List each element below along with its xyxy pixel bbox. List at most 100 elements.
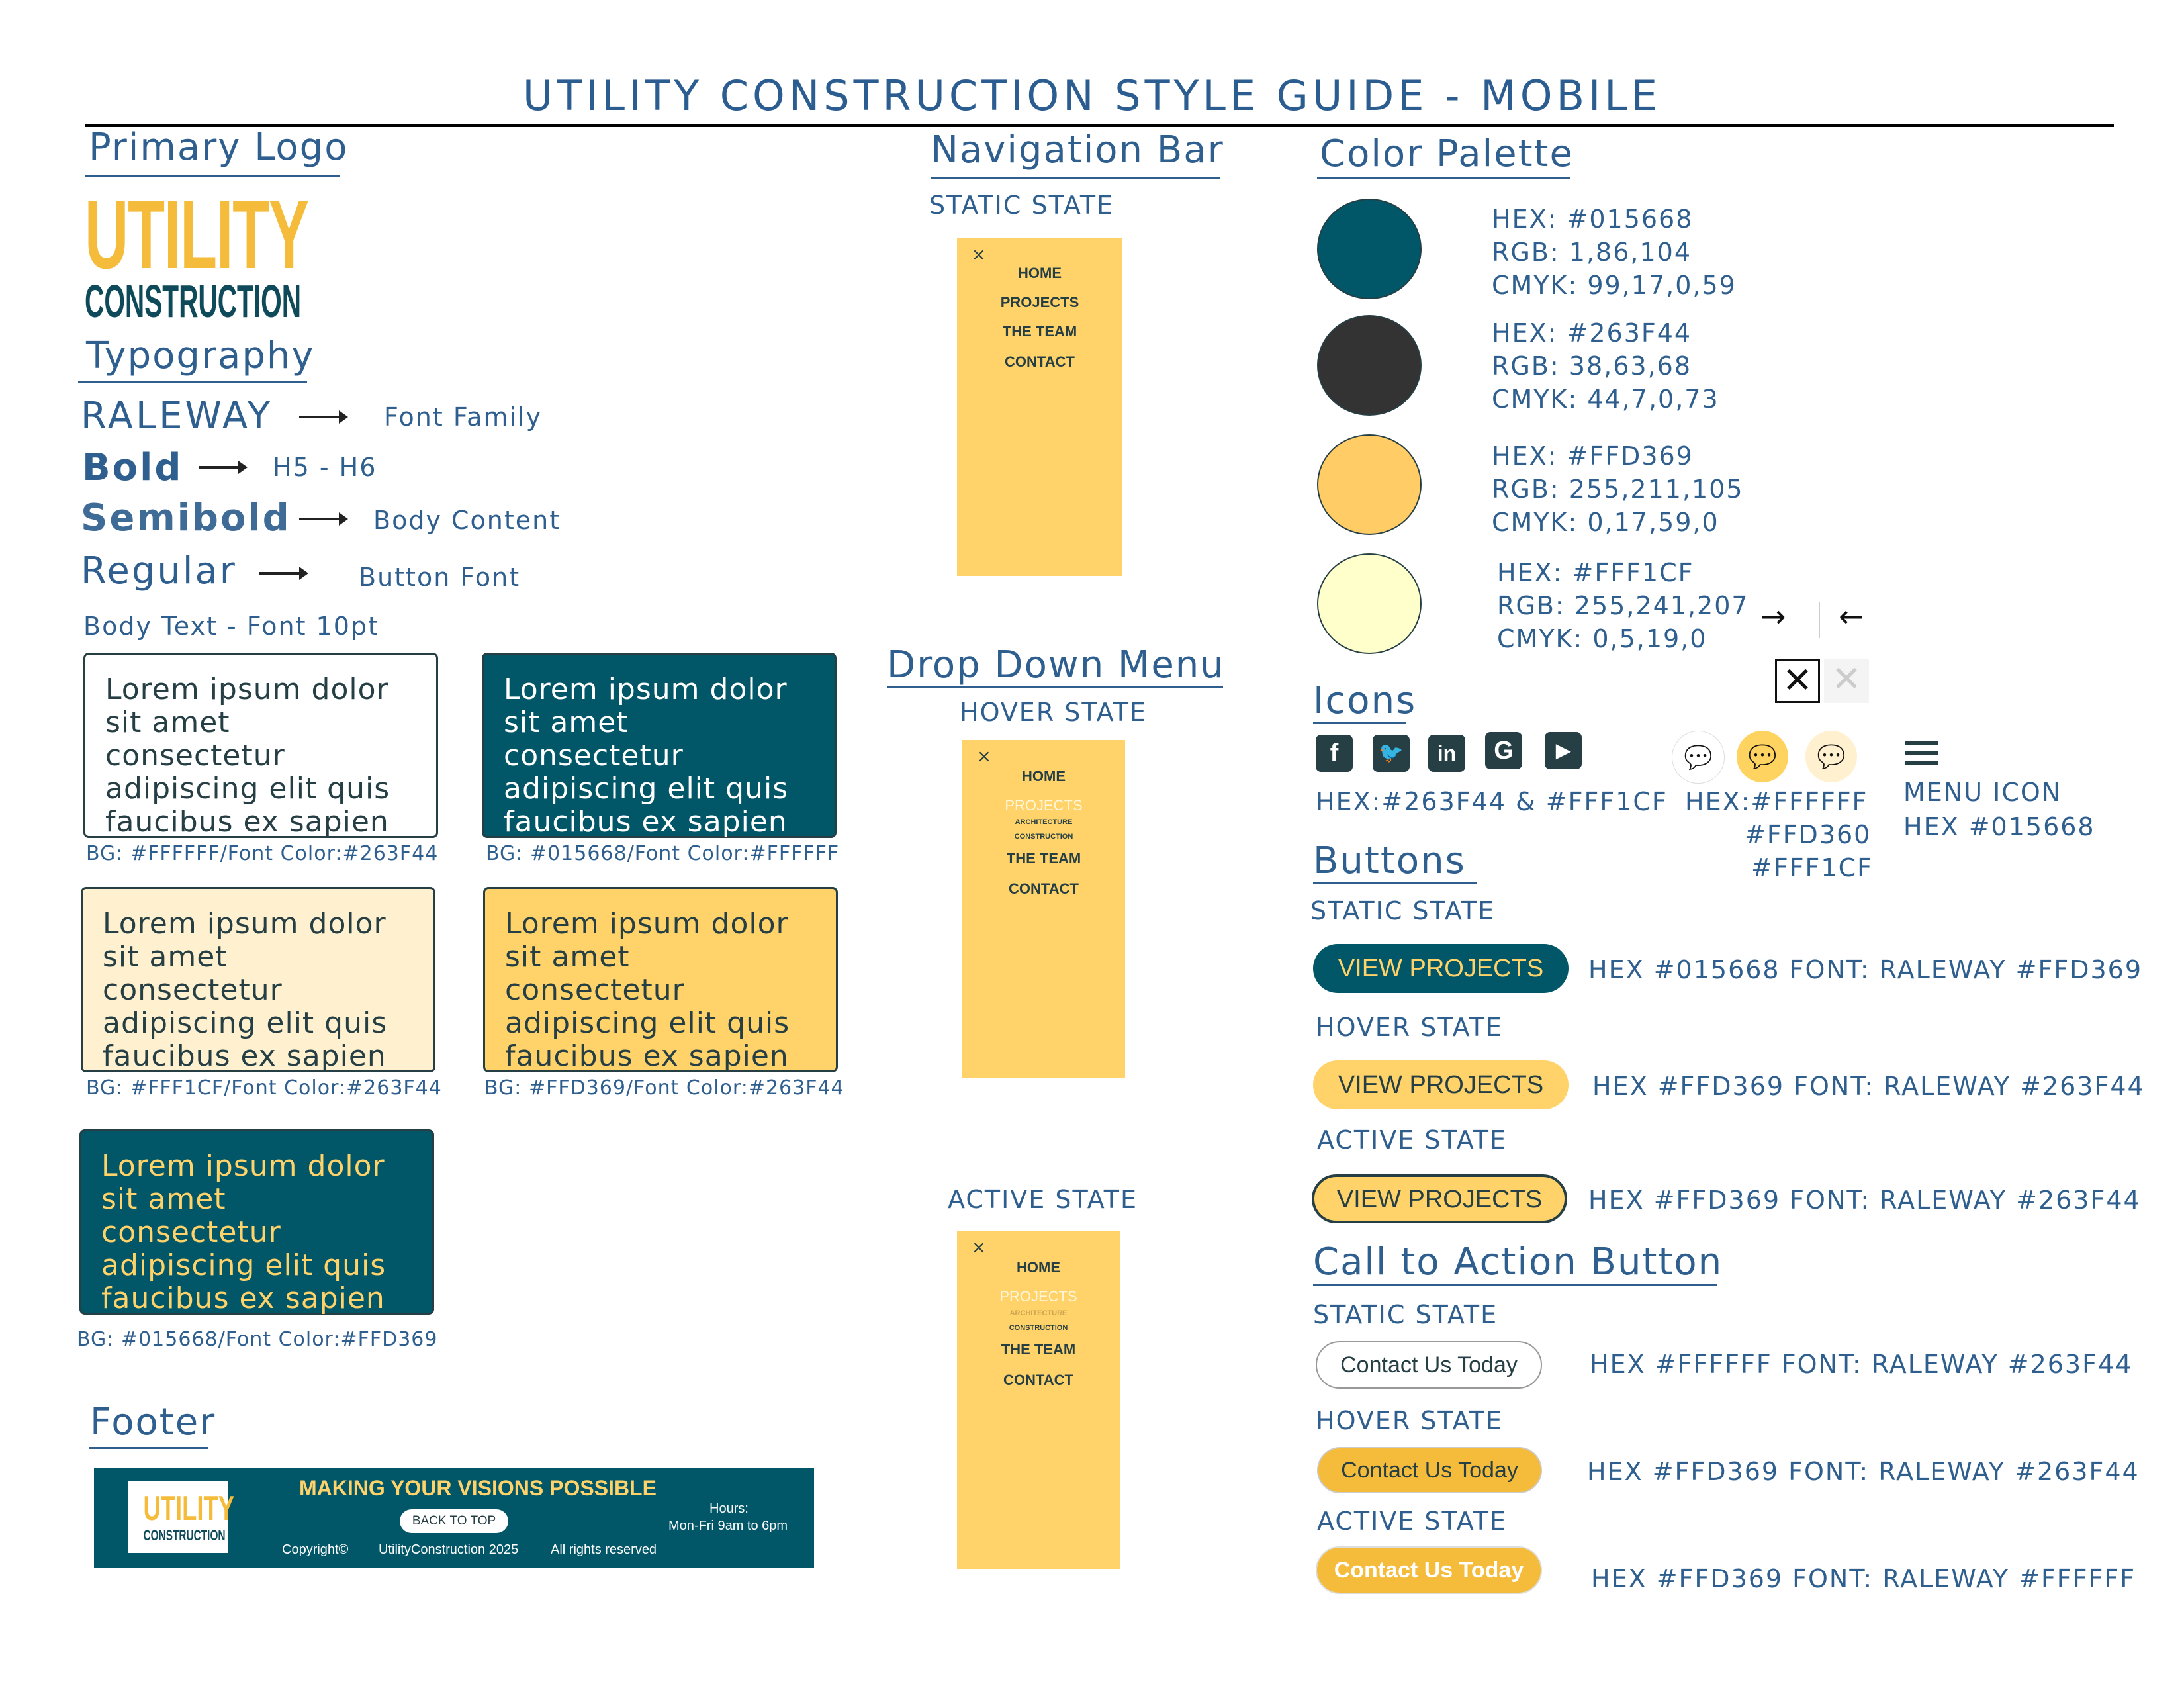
dropdown-hover-label: HOVER STATE	[960, 698, 1147, 727]
section-rule	[1313, 882, 1477, 884]
button-static-label: STATIC STATE	[1310, 896, 1496, 925]
sample-caption: BG: #015668/Font Color:#FFFFFF	[486, 842, 840, 865]
section-footer: Footer	[90, 1401, 216, 1444]
sample-box-cream: Lorem ipsum dolor sit amet consectetur a…	[81, 887, 435, 1073]
chat-caption-1: HEX:#FFFFFF	[1685, 787, 1868, 816]
primary-logo: UTILITY CONSTRUCTION	[85, 180, 458, 327]
footer-slogan: MAKING YOUR VISIONS POSSIBLE	[299, 1476, 657, 1500]
footer-hours-label: Hours:	[709, 1501, 749, 1516]
submenu-architecture[interactable]: ARCHITECTURE	[1009, 1309, 1068, 1317]
submenu-construction[interactable]: CONSTRUCTION	[1014, 833, 1073, 841]
arrow-icon	[199, 461, 248, 474]
view-projects-button-static[interactable]: VIEW PROJECTS	[1313, 944, 1569, 993]
button-active-label: ACTIVE STATE	[1317, 1125, 1508, 1154]
contact-us-button-static[interactable]: Contact Us Today	[1316, 1341, 1542, 1389]
arrow-left-icon[interactable]: ←	[1839, 598, 1864, 634]
button-hover-desc: HEX #FFD369 FONT: RALEWAY #263F44	[1592, 1072, 2145, 1101]
menu-item-contact[interactable]: CONTACT	[1009, 880, 1079, 897]
dropdown-active-menu: × HOME PROJECTS ARCHITECTURE CONSTRUCTIO…	[957, 1231, 1120, 1569]
color-swatch-yellow	[1317, 434, 1422, 535]
menu-item-team[interactable]: THE TEAM	[1002, 323, 1077, 340]
facebook-icon[interactable]: f	[1316, 735, 1353, 772]
button-font-label: Button Font	[359, 563, 521, 592]
footer-logo-construction: CONSTRUCTION	[143, 1527, 226, 1544]
footer-copyright: Copyright©	[282, 1542, 349, 1557]
color-cmyk: CMYK: 44,7,0,73	[1492, 385, 1719, 414]
menu-item-team[interactable]: THE TEAM	[1001, 1341, 1076, 1358]
section-rule	[931, 177, 1220, 179]
linkedin-icon[interactable]: in	[1428, 735, 1465, 772]
color-swatch-dark	[1317, 315, 1422, 416]
color-swatch-cream	[1317, 553, 1422, 654]
close-icon[interactable]: ✕	[1775, 659, 1820, 703]
menu-item-projects[interactable]: PROJECTS	[1000, 294, 1079, 310]
close-icon[interactable]: ×	[972, 245, 986, 265]
view-projects-button-active[interactable]: VIEW PROJECTS	[1312, 1174, 1567, 1223]
twitter-icon[interactable]: 🐦	[1373, 735, 1410, 772]
button-active-desc: HEX #FFD369 FONT: RALEWAY #263F44	[1588, 1186, 2141, 1215]
footer-rights: All rights reserved	[551, 1542, 657, 1557]
menu-item-team[interactable]: THE TEAM	[1006, 850, 1081, 867]
back-to-top-button[interactable]: BACK TO TOP	[400, 1509, 508, 1533]
footer-preview: UTILITY CONSTRUCTION MAKING YOUR VISIONS…	[94, 1468, 814, 1568]
close-icon[interactable]: ×	[977, 747, 991, 767]
chat-caption-3: #FFF1CF	[1751, 853, 1873, 882]
button-static-desc: HEX #015668 FONT: RALEWAY #FFD369	[1588, 955, 2143, 984]
section-rule	[78, 381, 307, 383]
menu-icon-caption: MENU ICON	[1903, 778, 2062, 807]
chat-icon-yellow[interactable]: 💬︎	[1737, 731, 1788, 782]
menu-item-home[interactable]: HOME	[1018, 265, 1062, 281]
h5-h6-label: H5 - H6	[273, 453, 377, 482]
google-icon[interactable]: G	[1485, 732, 1522, 769]
sample-box-teal-yellow: Lorem ipsum dolor sit amet consectetur a…	[79, 1129, 434, 1315]
cta-static-label: STATIC STATE	[1313, 1300, 1498, 1329]
footer-company: UtilityConstruction 2025	[379, 1542, 519, 1557]
section-call-to-action: Call to Action Button	[1313, 1241, 1723, 1284]
section-rule	[85, 175, 340, 177]
menu-item-contact[interactable]: CONTACT	[1005, 353, 1075, 370]
logo-utility: UTILITY	[85, 180, 309, 289]
menu-item-home[interactable]: HOME	[1022, 768, 1066, 784]
menu-item-home[interactable]: HOME	[1017, 1259, 1060, 1276]
footer-logo: UTILITY CONSTRUCTION	[128, 1481, 234, 1553]
color-hex: HEX: #FFD369	[1492, 442, 1694, 471]
close-icon[interactable]: ×	[972, 1238, 986, 1258]
chat-caption-2: #FFD360	[1745, 820, 1872, 849]
sample-caption: BG: #FFF1CF/Font Color:#263F44	[86, 1076, 442, 1100]
chat-icon-cream[interactable]: 💬︎	[1805, 731, 1857, 782]
menu-item-projects[interactable]: PROJECTS	[1005, 797, 1083, 814]
divider	[1819, 602, 1820, 638]
menu-icon[interactable]	[1905, 741, 1938, 765]
section-navigation-bar: Navigation Bar	[931, 128, 1224, 171]
menu-item-contact[interactable]: CONTACT	[1003, 1372, 1073, 1388]
section-primary-logo: Primary Logo	[89, 126, 349, 169]
arrow-icon	[299, 410, 348, 424]
youtube-icon[interactable]: ▶	[1545, 732, 1582, 769]
view-projects-button-hover[interactable]: VIEW PROJECTS	[1313, 1060, 1569, 1109]
contact-us-button-active[interactable]: Contact Us Today	[1316, 1546, 1542, 1594]
color-cmyk: CMYK: 0,17,59,0	[1492, 508, 1719, 537]
submenu-construction[interactable]: CONSTRUCTION	[1009, 1324, 1068, 1332]
color-rgb: RGB: 1,86,104	[1492, 238, 1692, 267]
arrow-icon	[299, 512, 348, 526]
cta-active-label: ACTIVE STATE	[1317, 1507, 1508, 1536]
cta-active-desc: HEX #FFD369 FONT: RALEWAY #FFFFFF	[1591, 1564, 2136, 1593]
logo-construction: CONSTRUCTION	[85, 275, 302, 327]
sample-caption: BG: #FFFFFF/Font Color:#263F44	[86, 842, 439, 865]
menu-icon-hex: HEX #015668	[1903, 812, 2095, 841]
sample-caption: BG: #FFD369/Font Color:#263F44	[484, 1076, 844, 1100]
menu-item-projects[interactable]: PROJECTS	[999, 1288, 1077, 1305]
submenu-architecture[interactable]: ARCHITECTURE	[1015, 818, 1073, 826]
color-hex: HEX: #FFF1CF	[1497, 558, 1694, 587]
social-icons-caption: HEX:#263F44 & #FFF1CF	[1316, 787, 1668, 816]
font-regular: Regular	[81, 549, 237, 592]
color-hex: HEX: #015668	[1492, 205, 1694, 234]
chat-icon-white[interactable]: 💬︎	[1672, 731, 1725, 784]
contact-us-button-hover[interactable]: Contact Us Today	[1317, 1447, 1542, 1493]
section-rule	[1317, 177, 1570, 179]
footer-logo-utility: UTILITY	[143, 1489, 234, 1528]
arrow-right-icon[interactable]: →	[1760, 598, 1786, 634]
section-color-palette: Color Palette	[1320, 132, 1574, 175]
font-family-label: Font Family	[384, 402, 543, 432]
close-icon-disabled[interactable]: ✕	[1824, 659, 1869, 703]
